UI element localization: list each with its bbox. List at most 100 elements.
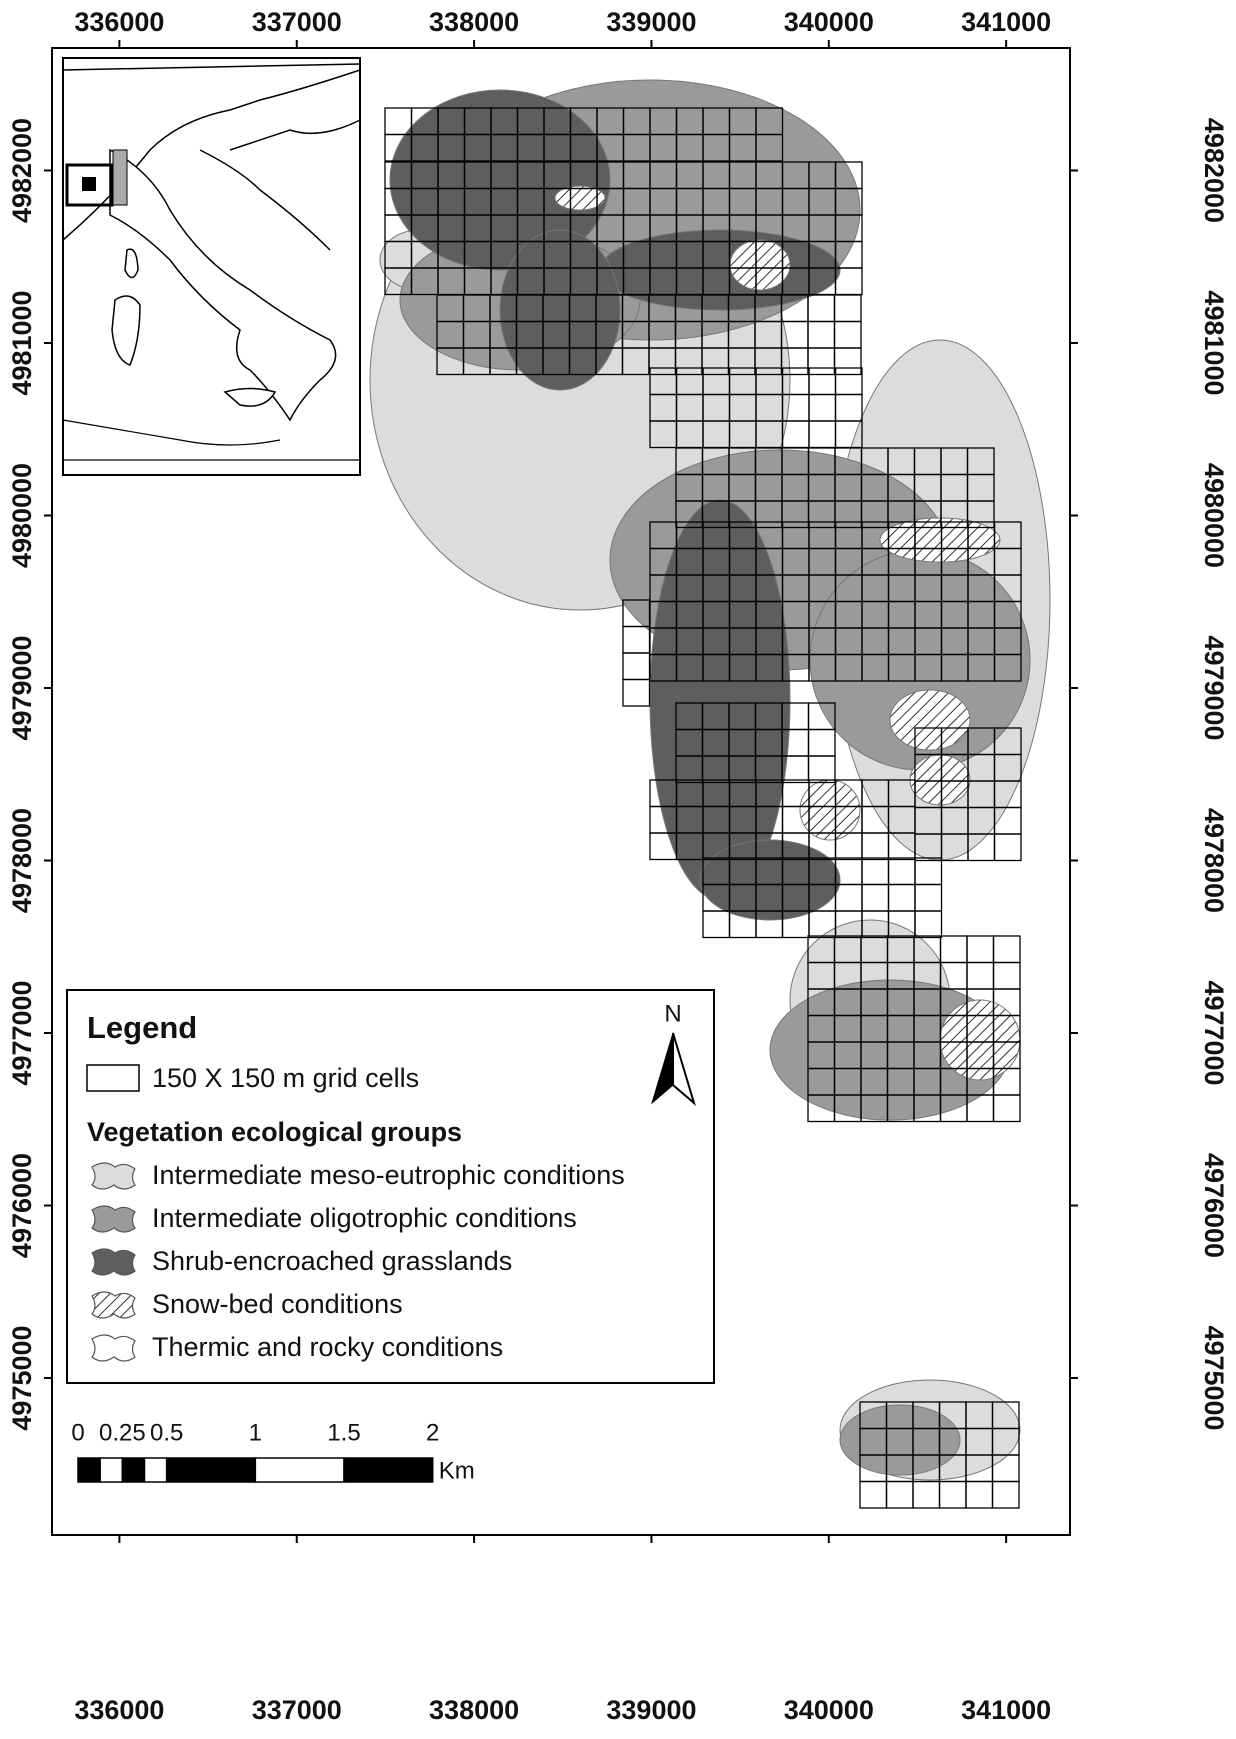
x-tick-label: 339000 <box>606 1695 696 1725</box>
y-tick-label: 4980000 <box>7 463 37 568</box>
legend-swatch <box>91 1248 136 1276</box>
legend-label: Snow-bed conditions <box>152 1289 403 1319</box>
scale-label: 0.5 <box>150 1419 183 1446</box>
vegetation-patch <box>554 185 606 211</box>
grid-cell <box>966 935 995 964</box>
grid-cell <box>991 1480 1020 1509</box>
scale-unit: Km <box>439 1457 475 1484</box>
x-tick-label: 339000 <box>606 7 696 37</box>
legend-label: Shrub-encroached grasslands <box>152 1246 512 1276</box>
grid-cell <box>807 320 836 349</box>
legend: Legend 150 X 150 m grid cells Vegetation… <box>66 989 715 1384</box>
legend-groups: Intermediate meso-eutrophic conditions In… <box>91 1160 625 1362</box>
scale-segment <box>143 1457 168 1483</box>
grid-cell <box>914 857 943 886</box>
grid-cell <box>807 728 836 757</box>
legend-label: Thermic and rocky conditions <box>152 1332 503 1362</box>
y-tick-label: 4980000 <box>1199 463 1229 568</box>
grid-cell <box>914 910 943 939</box>
y-tick-label: 4976000 <box>1199 1153 1229 1258</box>
vegetation-patch <box>879 517 1001 563</box>
legend-swatch <box>91 1205 136 1233</box>
legend-label: Intermediate oligotrophic conditions <box>152 1203 577 1233</box>
y-tick-label: 4982000 <box>1199 118 1229 223</box>
scale-segment <box>254 1457 345 1483</box>
grid-cell <box>912 1480 941 1509</box>
scale-segment <box>99 1457 124 1483</box>
scale-segment <box>343 1457 434 1483</box>
x-tick-label: 341000 <box>961 1695 1051 1725</box>
legend-swatch <box>91 1291 136 1319</box>
y-tick-label: 4977000 <box>7 980 37 1085</box>
y-tick-label: 4981000 <box>7 290 37 395</box>
grid-cell <box>807 294 836 323</box>
grid-cell <box>834 367 863 396</box>
legend-swatch <box>86 1064 140 1092</box>
grid-cell <box>966 961 995 990</box>
y-tick-label: 4976000 <box>7 1153 37 1258</box>
grid-cell <box>622 625 651 654</box>
grid-cell <box>861 857 890 886</box>
x-tick-label: 338000 <box>429 1695 519 1725</box>
grid-cell <box>887 832 916 861</box>
grid-cell <box>939 935 968 964</box>
north-arrow <box>672 1032 696 1106</box>
x-tick-label: 336000 <box>74 7 164 37</box>
y-tick-label: 4978000 <box>1199 808 1229 913</box>
y-tick-label: 4981000 <box>1199 290 1229 395</box>
grid-cell <box>833 347 862 376</box>
scale-label: 0.25 <box>99 1419 146 1446</box>
y-tick-label: 4979000 <box>7 635 37 740</box>
x-tick-label: 341000 <box>961 7 1051 37</box>
grid-cell <box>993 833 1022 862</box>
grid-cell <box>833 294 862 323</box>
x-tick-label: 337000 <box>252 7 342 37</box>
vegetation-patch <box>499 229 621 391</box>
grid-cell <box>887 883 916 912</box>
grid-cell <box>622 652 651 681</box>
legend-title: Legend <box>87 1010 197 1045</box>
x-tick-label: 340000 <box>784 7 874 37</box>
x-tick-label: 336000 <box>74 1695 164 1725</box>
grid-cell <box>861 832 890 861</box>
vegetation-patch <box>699 839 841 921</box>
x-tick-label: 338000 <box>429 7 519 37</box>
grid-cell <box>861 883 890 912</box>
y-tick-label: 4978000 <box>7 808 37 913</box>
legend-swatch <box>91 1162 136 1190</box>
scale-label: 0 <box>71 1419 84 1446</box>
scale-segment <box>77 1457 101 1483</box>
grid-cell <box>992 1094 1021 1123</box>
grid-cell <box>914 883 943 912</box>
y-tick-label: 4977000 <box>1199 980 1229 1085</box>
grid-cell <box>885 1480 914 1509</box>
grid-cell <box>808 420 837 449</box>
grid-cell <box>965 1480 994 1509</box>
grid-cell <box>833 320 862 349</box>
y-tick-label: 4979000 <box>1199 635 1229 740</box>
grid-cell <box>755 133 784 162</box>
grid-cell <box>938 1480 967 1509</box>
y-tick-label: 4975000 <box>7 1325 37 1430</box>
grid-cell <box>859 1480 888 1509</box>
vegetation-patch <box>889 689 971 751</box>
grid-cell <box>702 910 731 939</box>
scale-segment <box>165 1457 257 1483</box>
legend-subtitle: Vegetation ecological groups <box>87 1117 462 1147</box>
grid-cell <box>887 857 916 886</box>
grid-cell <box>992 961 1021 990</box>
vegetation-patch <box>909 754 971 806</box>
vegetation-patch <box>839 1404 961 1476</box>
vegetation-patch <box>729 239 791 291</box>
scale-label: 1 <box>249 1419 262 1446</box>
grid-cell <box>807 755 836 784</box>
grid-cell <box>966 500 995 529</box>
scale-label: 1.5 <box>327 1419 360 1446</box>
legend-box <box>66 989 715 1384</box>
grid-cells <box>384 107 1022 1509</box>
x-tick-label: 340000 <box>784 1695 874 1725</box>
grid-cell <box>808 393 837 422</box>
grid-cell <box>807 347 836 376</box>
